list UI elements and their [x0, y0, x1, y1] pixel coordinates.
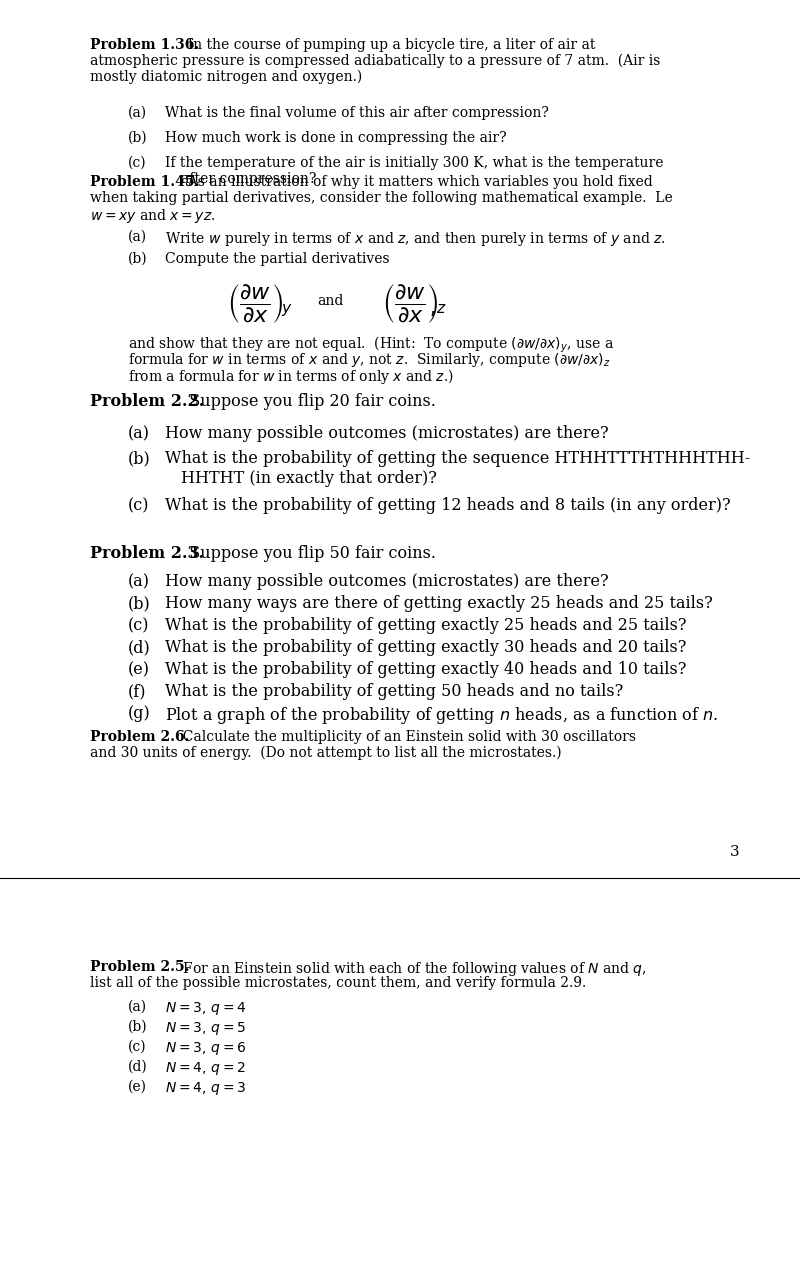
Text: (a): (a) [128, 573, 150, 590]
Text: (a): (a) [128, 1000, 147, 1014]
Text: (b): (b) [128, 1020, 148, 1034]
Text: In the course of pumping up a bicycle tire, a liter of air at: In the course of pumping up a bicycle ti… [179, 38, 595, 52]
Text: What is the final volume of this air after compression?: What is the final volume of this air aft… [165, 106, 549, 120]
Text: (c): (c) [128, 497, 150, 515]
Text: $\left(\dfrac{\partial w}{\partial x}\right)_{\!z}$: $\left(\dfrac{\partial w}{\partial x}\ri… [382, 282, 448, 325]
Text: (f): (f) [128, 684, 146, 700]
Text: How many possible outcomes (microstates) are there?: How many possible outcomes (microstates)… [165, 573, 609, 590]
Text: How much work is done in compressing the air?: How much work is done in compressing the… [165, 131, 506, 145]
Text: from a formula for $w$ in terms of only $x$ and $z$.): from a formula for $w$ in terms of only … [128, 367, 454, 387]
Text: Plot a graph of the probability of getting $n$ heads, as a function of $n$.: Plot a graph of the probability of getti… [165, 705, 718, 726]
Text: What is the probability of getting exactly 40 heads and 10 tails?: What is the probability of getting exact… [165, 660, 686, 678]
Text: (d): (d) [128, 639, 150, 655]
Text: (e): (e) [128, 1080, 147, 1094]
Text: Problem 2.5.: Problem 2.5. [90, 960, 190, 974]
Text: Suppose you flip 50 fair coins.: Suppose you flip 50 fair coins. [179, 545, 436, 562]
Text: HHTHT (in exactly that order)?: HHTHT (in exactly that order)? [181, 470, 437, 486]
Text: (b): (b) [128, 131, 148, 145]
Text: What is the probability of getting 12 heads and 8 tails (in any order)?: What is the probability of getting 12 he… [165, 497, 730, 515]
Text: Problem 1.36.: Problem 1.36. [90, 38, 199, 52]
Text: Problem 1.45.: Problem 1.45. [90, 175, 199, 189]
Text: (a): (a) [128, 106, 147, 120]
Text: $N = 4,\, q = 2$: $N = 4,\, q = 2$ [165, 1060, 246, 1076]
Text: 3: 3 [730, 845, 740, 859]
Text: How many possible outcomes (microstates) are there?: How many possible outcomes (microstates)… [165, 425, 609, 442]
Text: when taking partial derivatives, consider the following mathematical example.  L: when taking partial derivatives, conside… [90, 191, 673, 205]
Text: (g): (g) [128, 705, 150, 722]
Text: How many ways are there of getting exactly 25 heads and 25 tails?: How many ways are there of getting exact… [165, 595, 713, 612]
Text: For an Einstein solid with each of the following values of $N$ and $q$,: For an Einstein solid with each of the f… [174, 960, 646, 978]
Text: What is the probability of getting the sequence HTHHTTTHTHHHTHH-: What is the probability of getting the s… [165, 451, 750, 467]
Text: (b): (b) [128, 252, 148, 266]
Text: (d): (d) [128, 1060, 148, 1074]
Text: If the temperature of the air is initially 300 K, what is the temperature: If the temperature of the air is initial… [165, 156, 663, 170]
Text: $N = 4,\, q = 3$: $N = 4,\, q = 3$ [165, 1080, 246, 1097]
Text: What is the probability of getting exactly 25 heads and 25 tails?: What is the probability of getting exact… [165, 617, 686, 634]
Text: $w = xy$ and $x = yz$.: $w = xy$ and $x = yz$. [90, 207, 215, 225]
Text: (a): (a) [128, 230, 147, 244]
Text: Calculate the multiplicity of an Einstein solid with 30 oscillators: Calculate the multiplicity of an Einstei… [174, 730, 636, 744]
Text: What is the probability of getting 50 heads and no tails?: What is the probability of getting 50 he… [165, 684, 623, 700]
Text: As an illustration of why it matters which variables you hold fixed: As an illustration of why it matters whi… [179, 175, 653, 189]
Text: Problem 2.3.: Problem 2.3. [90, 545, 204, 562]
Text: list all of the possible microstates, count them, and verify formula 2.9.: list all of the possible microstates, co… [90, 975, 586, 989]
Text: Compute the partial derivatives: Compute the partial derivatives [165, 252, 390, 266]
Text: formula for $w$ in terms of $x$ and $y$, not $z$.  Similarly, compute $(\partial: formula for $w$ in terms of $x$ and $y$,… [128, 351, 610, 369]
Text: (e): (e) [128, 660, 150, 678]
Text: (a): (a) [128, 425, 150, 442]
Text: (c): (c) [128, 1039, 146, 1053]
Text: mostly diatomic nitrogen and oxygen.): mostly diatomic nitrogen and oxygen.) [90, 70, 362, 84]
Text: $N = 3,\, q = 6$: $N = 3,\, q = 6$ [165, 1039, 246, 1057]
Text: Write $w$ purely in terms of $x$ and $z$, and then purely in terms of $y$ and $z: Write $w$ purely in terms of $x$ and $z$… [165, 230, 666, 248]
Text: Problem 2.6.: Problem 2.6. [90, 730, 190, 744]
Text: (c): (c) [128, 617, 150, 634]
Text: atmospheric pressure is compressed adiabatically to a pressure of 7 atm.  (Air i: atmospheric pressure is compressed adiab… [90, 54, 660, 68]
Text: Problem 2.2.: Problem 2.2. [90, 393, 204, 410]
Text: after compression?: after compression? [181, 172, 316, 186]
Text: (b): (b) [128, 595, 150, 612]
Text: $N = 3,\, q = 5$: $N = 3,\, q = 5$ [165, 1020, 246, 1037]
Text: and: and [317, 294, 343, 308]
Text: $\left(\dfrac{\partial w}{\partial x}\right)_{\!y}$: $\left(\dfrac{\partial w}{\partial x}\ri… [227, 282, 293, 325]
Text: (b): (b) [128, 451, 150, 467]
Text: and 30 units of energy.  (Do not attempt to list all the microstates.): and 30 units of energy. (Do not attempt … [90, 746, 562, 760]
Text: Suppose you flip 20 fair coins.: Suppose you flip 20 fair coins. [179, 393, 436, 410]
Text: $N = 3,\, q = 4$: $N = 3,\, q = 4$ [165, 1000, 246, 1018]
Text: (c): (c) [128, 156, 146, 170]
Text: and show that they are not equal.  (Hint:  To compute $(\partial w/\partial x)_y: and show that they are not equal. (Hint:… [128, 335, 614, 356]
Text: $,$: $,$ [429, 300, 435, 317]
Text: What is the probability of getting exactly 30 heads and 20 tails?: What is the probability of getting exact… [165, 639, 686, 655]
